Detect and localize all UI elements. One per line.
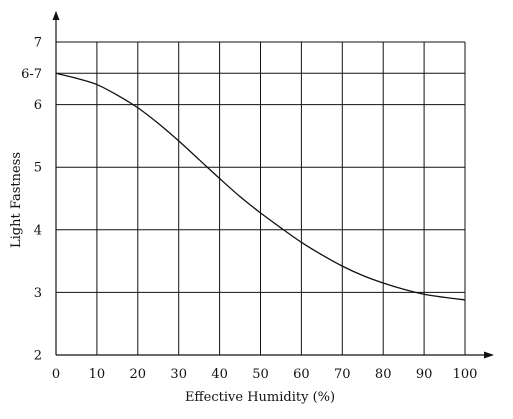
- x-tick-label-8: 80: [375, 367, 392, 382]
- x-tick-label-2: 20: [130, 367, 147, 382]
- x-tick-label-5: 50: [252, 367, 269, 382]
- x-tick-label-6: 60: [293, 367, 310, 382]
- y-tick-label-6: 7: [34, 36, 42, 51]
- x-tick-label-9: 90: [416, 367, 433, 382]
- grid: [56, 41, 466, 355]
- x-tick-label-3: 30: [170, 367, 187, 382]
- y-tick-label-4: 6: [34, 98, 42, 113]
- y-tick-label-0: 2: [34, 349, 42, 364]
- y-tick-label-5: 6-7: [21, 67, 42, 82]
- y-tick-label-2: 4: [34, 223, 42, 238]
- x-tick-label-4: 40: [211, 367, 228, 382]
- x-tick-label-0: 0: [52, 367, 60, 382]
- y-axis-arrow: [52, 11, 60, 20]
- y-tick-label-1: 3: [34, 286, 42, 301]
- x-tick-label-7: 70: [334, 367, 351, 382]
- x-tick-label-1: 10: [89, 367, 106, 382]
- y-tick-label-3: 5: [34, 161, 42, 176]
- y-tick-labels: 2 3 4 5 6 6-7 7: [21, 36, 42, 364]
- series-line-0: [55, 72, 466, 301]
- axes: [52, 11, 494, 359]
- x-tick-labels: 0 10 20 30 40 50 60 70 80 90 100: [52, 367, 478, 382]
- y-axis-title: Light Fastness: [9, 152, 24, 248]
- curve-layer: [55, 72, 466, 301]
- x-axis-title: Effective Humidity (%): [185, 390, 335, 405]
- x-axis-arrow: [484, 351, 494, 359]
- x-tick-label-10: 100: [453, 367, 478, 382]
